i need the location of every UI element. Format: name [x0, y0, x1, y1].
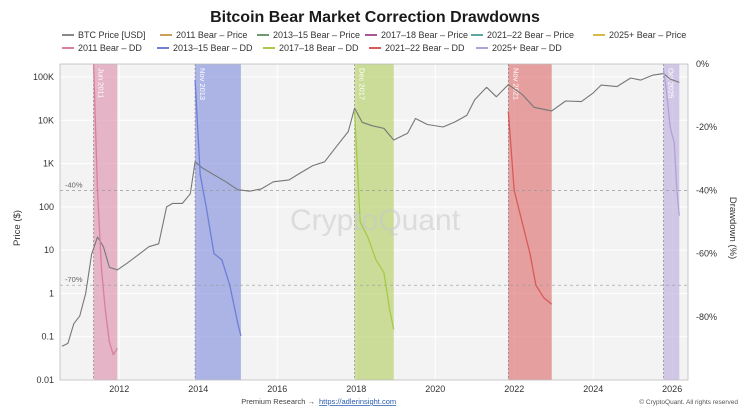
legend-label-10: 2025+ Bear – DD	[492, 43, 562, 53]
series-line-4	[507, 111, 553, 305]
legend-label-4: 2021–22 Bear – Price	[487, 30, 574, 40]
plot-area: 2012 2014 2016 2018 2020 2022 2024 2026 100K 10K 1…	[33, 59, 717, 394]
bear-period-label-1: Nov 2013	[198, 68, 207, 100]
legend-label-3: 2017–18 Bear – Price	[381, 30, 468, 40]
x-tick-label-6: 2024	[583, 384, 603, 394]
legend-label-5: 2025+ Bear – Price	[609, 30, 686, 40]
footer-research-label: Premium Research →	[241, 397, 315, 406]
y-right-tick-label-2: -40%	[696, 185, 717, 195]
y-right-tick-label-4: -80%	[696, 312, 717, 322]
x-tick-label-0: 2012	[109, 384, 129, 394]
series-line-5	[662, 70, 680, 216]
x-tick-label-2: 2016	[267, 384, 287, 394]
bear-period-label-4: Oct 2025	[667, 68, 676, 98]
y-left-tick-label-7: 0.01	[36, 375, 54, 385]
legend-label-7: 2013–15 Bear – DD	[173, 43, 253, 53]
x-tick-label-4: 2020	[425, 384, 445, 394]
series-line-1	[92, 63, 118, 356]
series-line-3	[353, 111, 395, 330]
y-right-tick-label-0: 0%	[696, 59, 709, 69]
x-tick-label-5: 2022	[504, 384, 524, 394]
legend-label-2: 2013–15 Bear – Price	[273, 30, 360, 40]
bear-period-label-0: Jun 2011	[97, 68, 106, 98]
y-left-tick-label-2: 1K	[43, 159, 54, 169]
x-tick-label-1: 2014	[188, 384, 208, 394]
y-left-tick-label-6: 0.1	[41, 332, 54, 342]
x-tick-label-3: 2018	[346, 384, 366, 394]
legend-label-1: 2011 Bear – Price	[176, 30, 247, 40]
footer: Premium Research → https://adlerinsight.…	[241, 397, 738, 406]
watermark-text: CryptoQuant	[290, 204, 461, 237]
series-line-2	[194, 79, 242, 336]
legend-label-6: 2011 Bear – DD	[78, 43, 142, 53]
y-left-axis-label: Price ($)	[12, 210, 23, 246]
bear-period-label-3: Nov 2021	[511, 68, 520, 100]
x-tick-label-7: 2026	[662, 384, 682, 394]
y-left-tick-label-3: 100	[39, 202, 54, 212]
legend: BTC Price [USD] 2011 Bear – Price 2013–15 …	[62, 30, 686, 53]
footer-copyright: © CryptoQuant. All rights reserved	[639, 398, 738, 406]
y-left-tick-label-0: 100K	[33, 72, 54, 82]
y-right-tick-label-3: -60%	[696, 249, 717, 259]
bear-band-1	[195, 64, 241, 380]
y-right-axis-label: Drawdown (%)	[727, 197, 738, 259]
bear-band-0	[93, 64, 118, 380]
bear-band-3	[508, 64, 552, 380]
legend-label-9: 2021–22 Bear – DD	[385, 43, 465, 53]
series-line-0	[61, 73, 680, 347]
bear-band-2	[354, 64, 394, 380]
y-left-tick-label-4: 10	[44, 245, 54, 255]
y-left-tick-label-5: 1	[49, 288, 54, 298]
footer-research-link[interactable]: https://adlerinsight.com	[319, 397, 396, 406]
reference-label-0: -40%	[65, 180, 83, 189]
legend-label-8: 2017–18 Bear – DD	[279, 43, 359, 53]
bear-period-label-2: Dec 2017	[358, 68, 367, 100]
bear-band-4	[663, 64, 680, 380]
reference-label-1: -70%	[65, 275, 83, 284]
y-left-tick-label-1: 10K	[38, 115, 54, 125]
y-right-tick-label-1: -20%	[696, 122, 717, 132]
plot-border	[59, 63, 689, 381]
legend-label-0: BTC Price [USD]	[78, 30, 146, 40]
chart-title: Bitcoin Bear Market Correction Drawdowns	[210, 9, 540, 26]
